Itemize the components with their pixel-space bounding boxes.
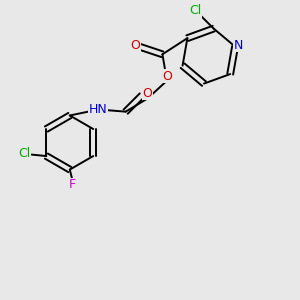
Text: N: N [234, 39, 243, 52]
Text: Cl: Cl [189, 4, 201, 17]
Text: F: F [69, 178, 76, 191]
Text: Cl: Cl [18, 148, 30, 160]
Text: O: O [163, 70, 172, 83]
Text: O: O [142, 87, 152, 100]
Text: HN: HN [89, 103, 108, 116]
Text: O: O [130, 39, 140, 52]
